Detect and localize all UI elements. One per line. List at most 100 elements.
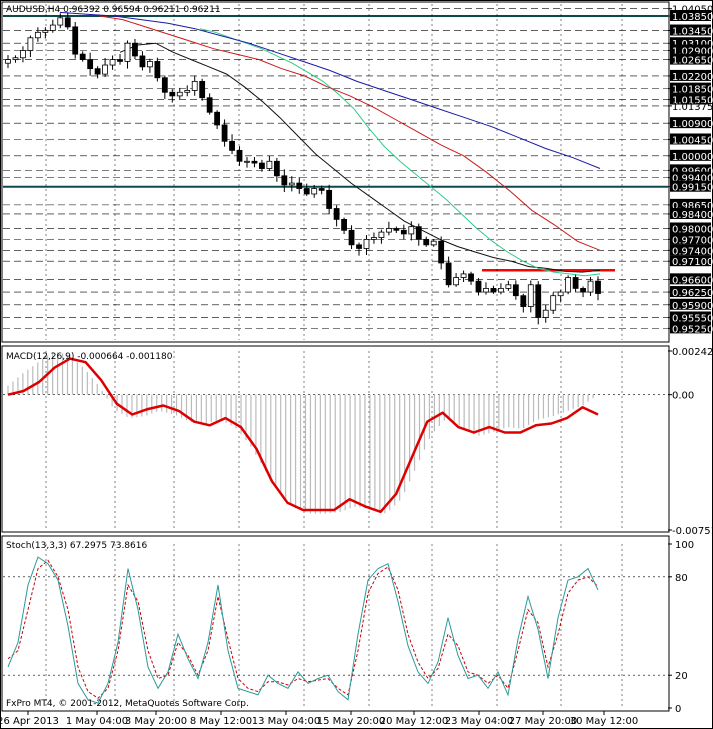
candle-body xyxy=(363,238,370,249)
price-label-box xyxy=(670,24,711,36)
price-tick-label: 1.00450 xyxy=(672,135,713,146)
price-tick-label: 1.01550 xyxy=(672,96,713,107)
candle-body xyxy=(520,295,527,307)
candle-body xyxy=(27,37,34,51)
price-tick-label: 0.95900 xyxy=(672,301,713,312)
stoch-tick-label: 80 xyxy=(675,573,688,584)
candle-body xyxy=(57,17,64,26)
candle-body xyxy=(565,277,572,293)
candle-body xyxy=(161,77,168,93)
candle-body xyxy=(124,42,131,62)
candle-body xyxy=(42,30,49,33)
price-tick-label: 0.95250 xyxy=(672,324,713,335)
price-tick-label: 1.02900 xyxy=(672,46,713,57)
price-label-box xyxy=(670,9,711,21)
candle-body xyxy=(587,280,594,293)
candle-body xyxy=(468,273,474,282)
candle-body xyxy=(572,277,579,289)
macd-tick-label: 0.00 xyxy=(672,391,694,402)
candle-body xyxy=(221,124,228,142)
candle-body xyxy=(184,90,191,93)
price-tick-label: 1.02200 xyxy=(672,72,713,83)
ma-line-4 xyxy=(59,11,601,169)
candle-body xyxy=(483,288,489,293)
macd-title: MACD(12,26,9) -0.000664 -0.001180 xyxy=(6,352,173,362)
candle-body xyxy=(527,284,534,307)
candle-body xyxy=(498,288,504,293)
candle-body xyxy=(117,59,123,62)
candle-body xyxy=(132,42,138,57)
candle-body xyxy=(311,188,318,195)
candle-body xyxy=(154,60,161,79)
price-tick-label: 0.97700 xyxy=(672,235,713,246)
time-tick-label: 23 May 04:00 xyxy=(445,716,514,727)
price-label-box xyxy=(670,286,711,298)
candle-body xyxy=(288,182,295,186)
stoch-tick-label: 100 xyxy=(675,540,694,551)
candle-body xyxy=(236,149,243,162)
candle-body xyxy=(550,295,557,311)
time-tick-label: 3 May 20:00 xyxy=(125,716,187,727)
price-tick-label: 0.98650 xyxy=(672,201,713,212)
price-tick-label: 0.99150 xyxy=(672,183,713,194)
candle-body xyxy=(102,64,108,75)
macd-signal-line xyxy=(7,357,599,514)
macd-grid xyxy=(3,351,668,530)
price-label-box xyxy=(670,37,711,49)
price-tick-label: 1.01850 xyxy=(672,85,713,96)
price-axis: 1.040501.038501.034501.031001.029001.026… xyxy=(668,5,713,335)
candle-body xyxy=(12,57,19,60)
ma-line-3 xyxy=(99,15,601,251)
macd-axis: 0.002422 0.00 -0.00751 xyxy=(668,347,713,537)
price-tick-label: 1.02650 xyxy=(672,56,713,67)
candle-body xyxy=(557,291,564,297)
price-tick-label: 0.98400 xyxy=(672,210,713,221)
stoch-tick-label: 0 xyxy=(675,704,681,715)
time-tick-label: 27 May 20:00 xyxy=(509,716,578,727)
price-label-box xyxy=(670,82,711,94)
candle-body xyxy=(385,228,392,233)
candle-body xyxy=(490,288,497,293)
candle-body xyxy=(94,68,101,75)
candle-body xyxy=(64,17,71,28)
candle-body xyxy=(49,24,56,31)
price-label-box xyxy=(670,164,711,176)
candle-body xyxy=(318,188,325,191)
candle-body xyxy=(595,280,601,294)
symbol-header: AUDUSD,H4 0.96392 0.96594 0.96211 0.9621… xyxy=(6,5,221,15)
price-tick-label: 1.00000 xyxy=(672,152,713,163)
price-tick-label: 1.01375 xyxy=(672,102,713,113)
ma-line-1 xyxy=(119,42,601,273)
candle-body xyxy=(34,31,41,39)
copyright: FxPro MT4, © 2001-2012, MetaQuotes Softw… xyxy=(6,699,249,709)
candle-body xyxy=(378,231,385,238)
time-tick-label: 15 May 20:00 xyxy=(317,716,386,727)
candle-body xyxy=(139,55,146,68)
price-tick-label: 0.97400 xyxy=(672,246,713,257)
price-label-box xyxy=(670,207,711,219)
price-label-box xyxy=(670,180,711,192)
price-tick-label: 0.98000 xyxy=(672,224,713,235)
candle-body xyxy=(371,237,377,240)
price-label-box xyxy=(670,273,711,285)
stoch-panel: 100 80 20 0 Stoch(13,3,3) 67.2975 73.8616 F… xyxy=(1,535,694,715)
candle-body xyxy=(438,240,445,264)
candle-body xyxy=(393,228,400,231)
candle-body xyxy=(72,26,79,55)
macd-tick-label: 0.002422 xyxy=(672,347,713,358)
candle-body xyxy=(430,240,437,246)
candle-body xyxy=(259,162,265,169)
candle-body xyxy=(273,160,280,177)
candle-body xyxy=(475,280,482,293)
candle-body xyxy=(341,219,347,231)
candle-body xyxy=(333,208,340,220)
time-tick-label: 8 May 12:00 xyxy=(190,716,252,727)
macd-signal xyxy=(7,357,599,514)
price-label-box xyxy=(670,311,711,323)
ma-line-2 xyxy=(199,28,601,277)
candle-body xyxy=(5,59,11,64)
candle-body xyxy=(109,59,116,66)
candle-body xyxy=(580,288,586,293)
candle-body xyxy=(356,244,362,249)
price-label-box xyxy=(670,322,711,334)
